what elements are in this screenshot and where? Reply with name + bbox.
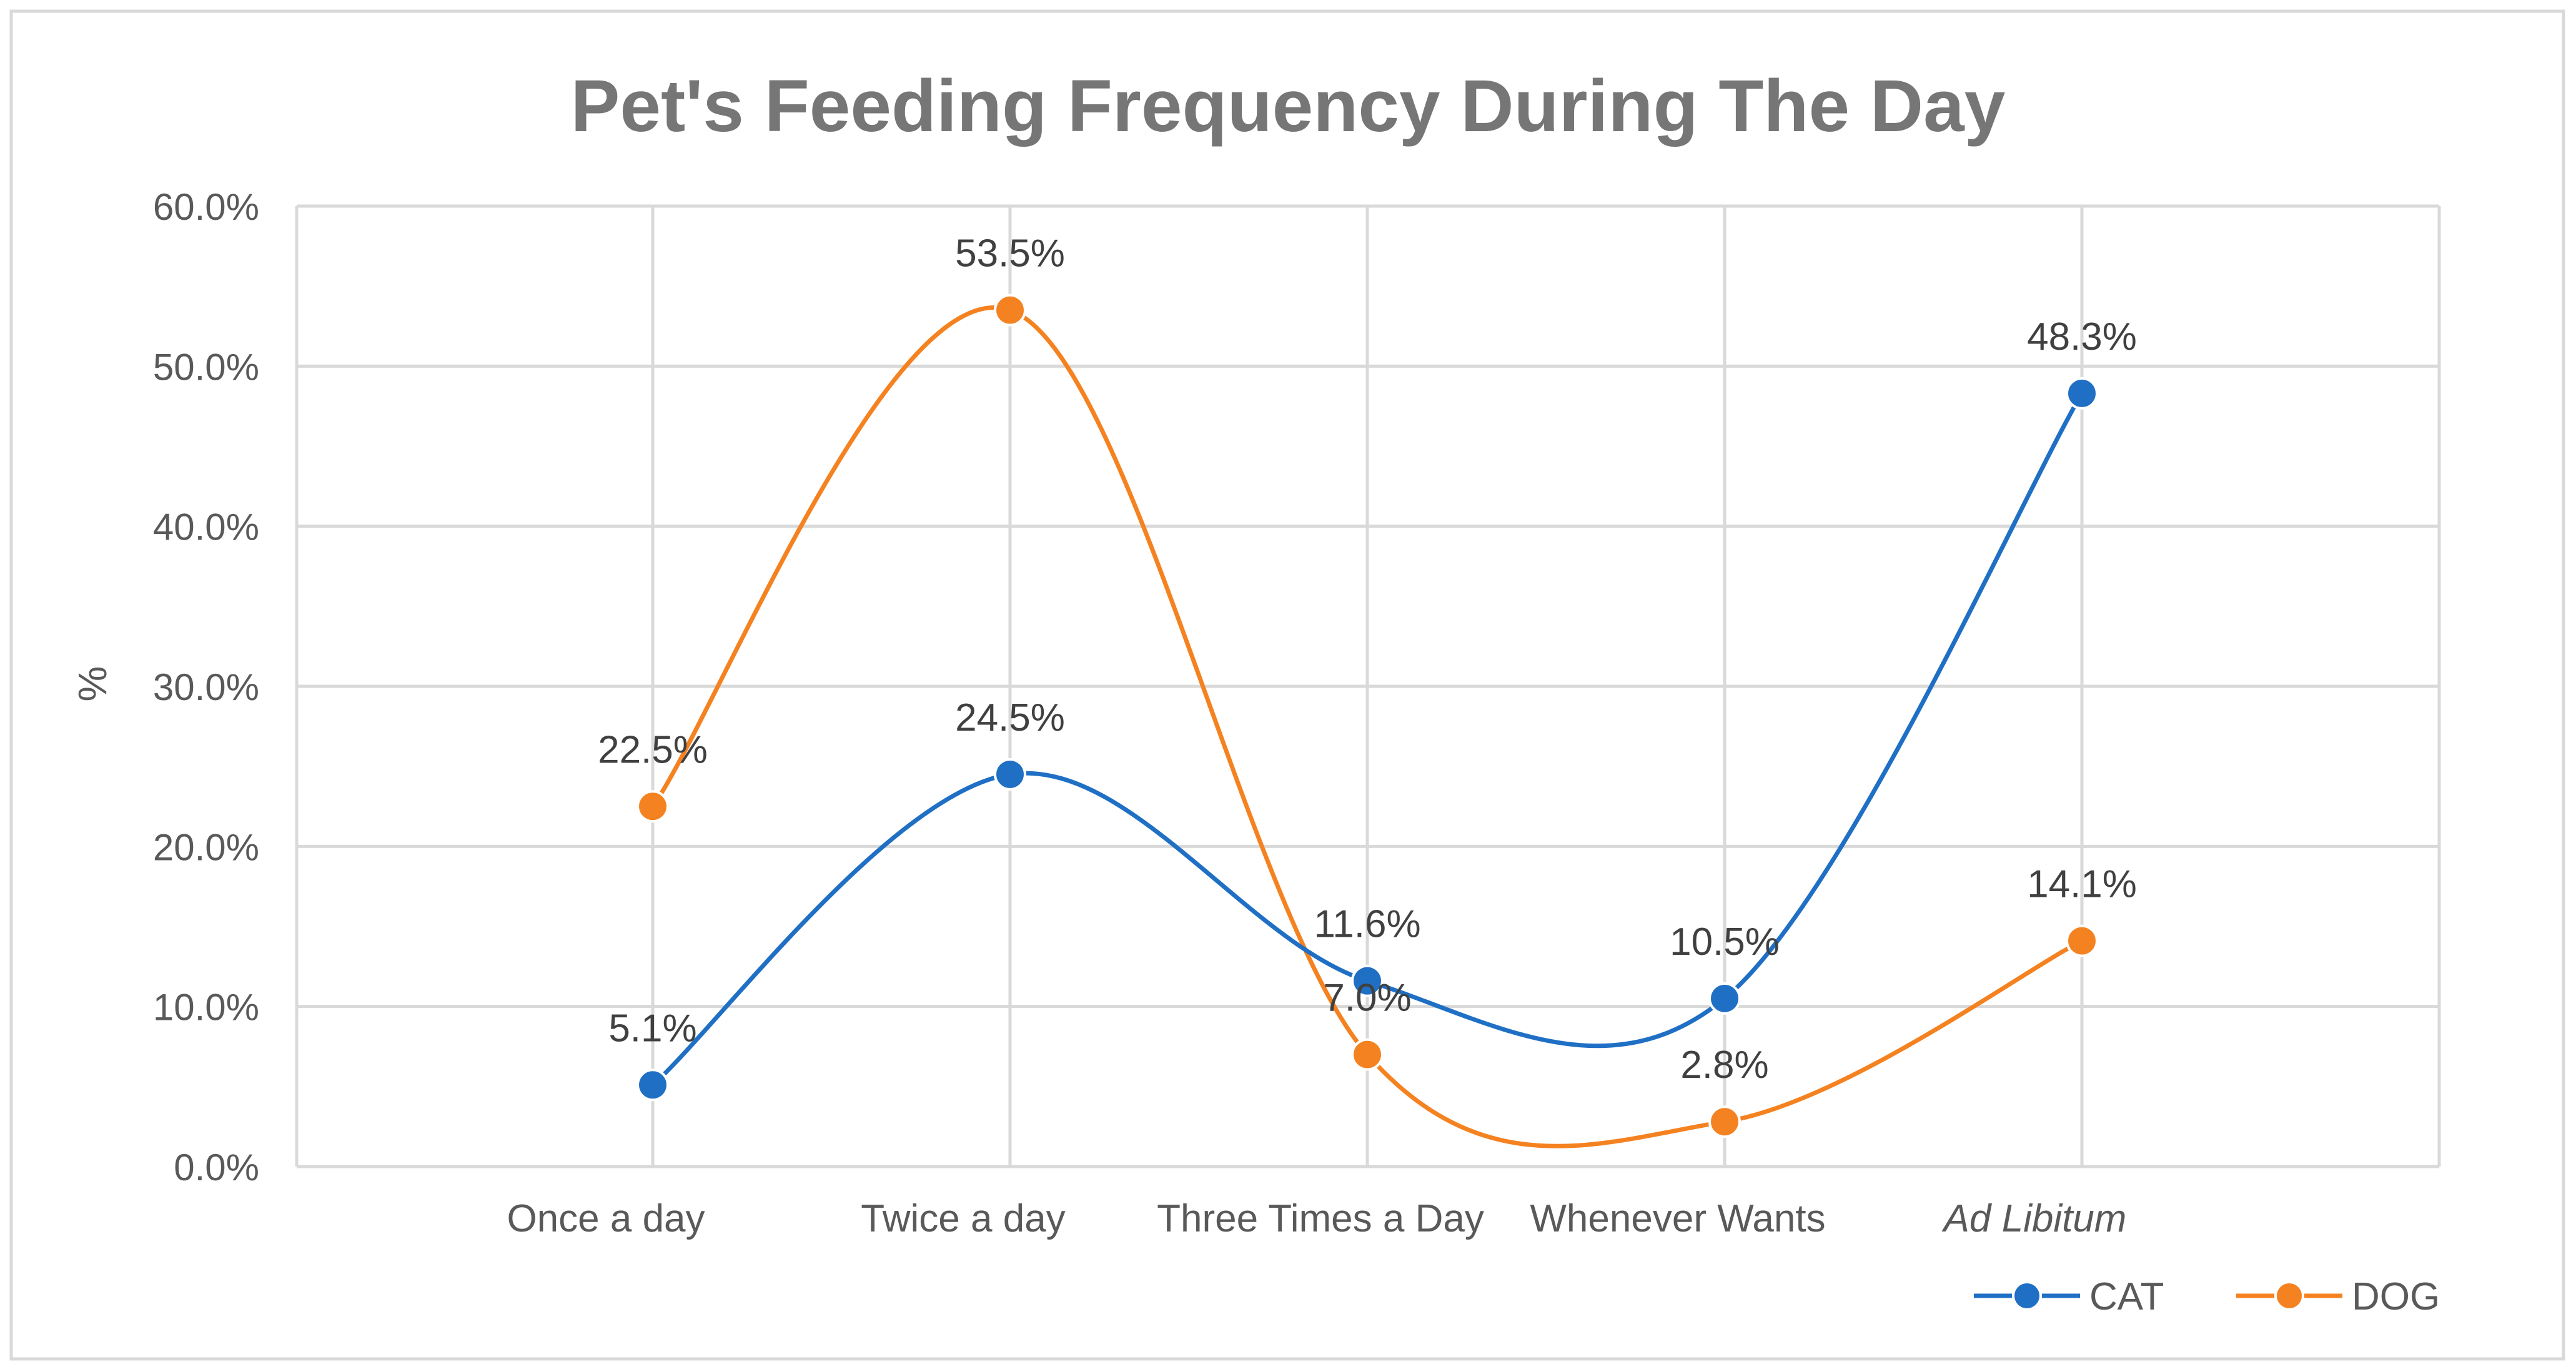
y-tick-label: 40.0% xyxy=(153,506,259,548)
x-tick-label: Three Times a Day xyxy=(1157,1197,1484,1240)
legend-marker-cat xyxy=(2012,1281,2042,1311)
data-label-dog: 2.8% xyxy=(1680,1044,1768,1087)
y-tick-label: 0.0% xyxy=(174,1147,259,1188)
legend-label-dog: DOG xyxy=(2352,1275,2440,1318)
x-tick-label: Whenever Wants xyxy=(1530,1197,1825,1240)
x-tick-label: Twice a day xyxy=(861,1197,1065,1240)
data-point-dog xyxy=(1708,1105,1741,1138)
chart-title: Pet's Feeding Frequency During The Day xyxy=(571,65,2006,147)
data-point-cat xyxy=(637,1068,669,1102)
legend-item-dog: DOG xyxy=(2236,1275,2440,1318)
data-point-cat xyxy=(1351,964,1384,997)
legend-item-cat: CAT xyxy=(1974,1275,2164,1318)
data-point-dog xyxy=(2066,924,2098,957)
data-labels: 5.1% 24.5% 11.6% 10.5% 48.3% 22.5% 53.5% 7.0% 2.… xyxy=(598,232,2137,1087)
y-tick-label: 60.0% xyxy=(153,186,259,228)
grid xyxy=(295,204,2441,1168)
data-label-cat: 48.3% xyxy=(2027,315,2137,358)
data-point-cat xyxy=(994,758,1026,791)
series-line-dog xyxy=(651,305,2083,1148)
series-dog xyxy=(637,294,2098,1148)
data-point-dog xyxy=(637,790,669,823)
x-tick-label: Once a day xyxy=(507,1197,705,1240)
data-label-cat: 5.1% xyxy=(608,1007,696,1050)
data-point-cat xyxy=(2066,377,2098,410)
legend-label-cat: CAT xyxy=(2089,1275,2164,1318)
data-point-cat xyxy=(1708,982,1741,1015)
data-point-dog xyxy=(1351,1038,1384,1071)
data-label-cat: 11.6% xyxy=(1314,903,1420,946)
axes: 0.0% 10.0% 20.0% 30.0% 40.0% 50.0% 60.0% Once a… xyxy=(153,186,2127,1240)
data-label-dog: 7.0% xyxy=(1323,977,1411,1020)
y-tick-label: 30.0% xyxy=(153,666,259,708)
x-tick-label: Ad Libitum xyxy=(1941,1197,2127,1240)
series xyxy=(637,294,2098,1148)
data-label-dog: 22.5% xyxy=(598,728,708,771)
legend-marker-dog xyxy=(2274,1281,2304,1311)
legend: CAT DOG xyxy=(1974,1275,2440,1318)
data-label-cat: 24.5% xyxy=(955,696,1065,739)
data-point-dog xyxy=(994,294,1026,327)
data-label-dog: 14.1% xyxy=(2027,863,2137,906)
y-axis-title: % xyxy=(70,666,115,702)
y-tick-label: 50.0% xyxy=(153,346,259,388)
series-cat xyxy=(637,377,2098,1102)
data-label-dog: 53.5% xyxy=(955,232,1065,275)
y-tick-label: 20.0% xyxy=(153,826,259,868)
data-label-cat: 10.5% xyxy=(1670,920,1780,964)
y-tick-label: 10.0% xyxy=(153,987,259,1029)
